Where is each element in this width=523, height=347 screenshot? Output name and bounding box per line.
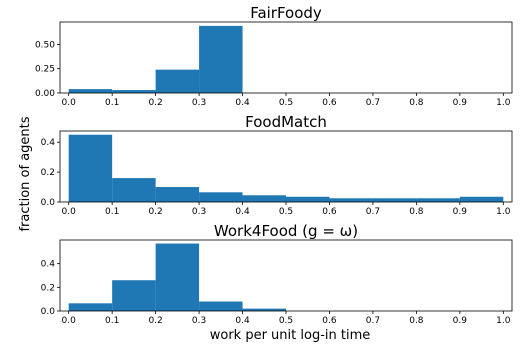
- panel-title: FairFoody: [250, 4, 322, 22]
- panel-3: Work4Food (g = ω) 0.0 0.1 0.2 0.3 0.4 0.5 0.6 0.…: [41, 222, 513, 326]
- histogram-bar: [459, 196, 504, 202]
- x-tick-label: 1.0: [496, 316, 511, 326]
- histogram-bar: [68, 303, 113, 311]
- x-tick-label: 0.2: [148, 98, 162, 108]
- panels: FairFoody 0.0 0.1 0.2 0.3 0.4 0.5 0.6 0.7 0.8 0.9 1…: [35, 4, 513, 326]
- histogram-bar: [155, 187, 200, 202]
- x-tick-label: 0.5: [279, 207, 293, 217]
- histogram-bar: [329, 198, 373, 202]
- panel-title: FoodMatch: [245, 113, 327, 131]
- x-tick-label: 0.4: [235, 207, 250, 217]
- x-tick-label: 0.5: [279, 98, 293, 108]
- y-tick-label: 0.0: [41, 307, 56, 317]
- y-tick-label: 0.2: [41, 168, 55, 178]
- x-tick-label: 0.3: [192, 316, 206, 326]
- histogram-bar: [286, 196, 330, 202]
- x-tick-label: 1.0: [496, 207, 511, 217]
- x-tick-label: 0.2: [148, 316, 162, 326]
- x-tick-label: 0.1: [105, 316, 119, 326]
- x-tick-label: 0.0: [62, 316, 77, 326]
- histogram-bar: [68, 134, 113, 202]
- histogram-bar: [68, 89, 113, 93]
- x-tick-label: 0.5: [279, 316, 293, 326]
- y-tick-label: 0.0: [41, 198, 56, 208]
- y-tick-label: 0.2: [41, 283, 55, 293]
- histogram-bar: [155, 243, 200, 311]
- y-tick-label: 0.4: [41, 260, 56, 270]
- x-tick-label: 0.3: [192, 207, 206, 217]
- histogram-bar: [242, 195, 286, 202]
- x-tick-label: 0.8: [409, 316, 424, 326]
- x-tick-label: 0.6: [322, 316, 337, 326]
- x-tick-label: 0.4: [235, 316, 250, 326]
- y-tick-label: 0.25: [35, 65, 55, 75]
- x-tick-label: 0.8: [409, 98, 424, 108]
- x-tick-label: 0.9: [453, 207, 468, 217]
- x-tick-label: 0.7: [366, 316, 380, 326]
- x-tick-label: 0.8: [409, 207, 424, 217]
- histogram-bar: [112, 90, 156, 93]
- x-tick-label: 0.0: [62, 207, 77, 217]
- histogram-bar: [199, 25, 243, 93]
- x-tick-label: 0.7: [366, 207, 380, 217]
- x-tick-label: 0.9: [453, 98, 468, 108]
- histogram-bar: [416, 198, 460, 202]
- histogram-bar: [242, 308, 286, 311]
- x-tick-label: 0.1: [105, 98, 119, 108]
- x-tick-label: 0.1: [105, 207, 119, 217]
- histogram-bar: [112, 178, 156, 202]
- histogram-bar: [155, 69, 200, 93]
- histogram-bar: [372, 198, 417, 202]
- y-tick-label: 0.50: [35, 40, 55, 50]
- histogram-bar: [199, 192, 243, 202]
- x-tick-label: 0.0: [62, 98, 77, 108]
- plot-frame: [59, 21, 513, 94]
- x-tick-label: 0.3: [192, 98, 206, 108]
- y-axis-label: fraction of agents: [18, 116, 33, 231]
- x-tick-label: 1.0: [496, 98, 511, 108]
- y-tick-label: 0.4: [41, 138, 56, 148]
- x-tick-label: 0.4: [235, 98, 250, 108]
- histogram-bar: [199, 301, 243, 311]
- x-tick-label: 0.2: [148, 207, 162, 217]
- x-tick-label: 0.7: [366, 98, 380, 108]
- panel-title: Work4Food (g = ω): [214, 222, 358, 240]
- x-tick-label: 0.6: [322, 207, 337, 217]
- panel-2: FoodMatch 0.0 0.1 0.2 0.3 0.4 0.5 0.6 0.7 0.8 0.9 1…: [41, 113, 513, 217]
- x-tick-label: 0.6: [322, 98, 337, 108]
- histogram-bar: [112, 280, 156, 311]
- x-axis-label: work per unit log-in time: [210, 328, 371, 343]
- y-tick-label: 0.00: [35, 89, 55, 99]
- x-tick-label: 0.9: [453, 316, 468, 326]
- panel-1: FairFoody 0.0 0.1 0.2 0.3 0.4 0.5 0.6 0.7 0.8 0.9 1…: [35, 4, 513, 108]
